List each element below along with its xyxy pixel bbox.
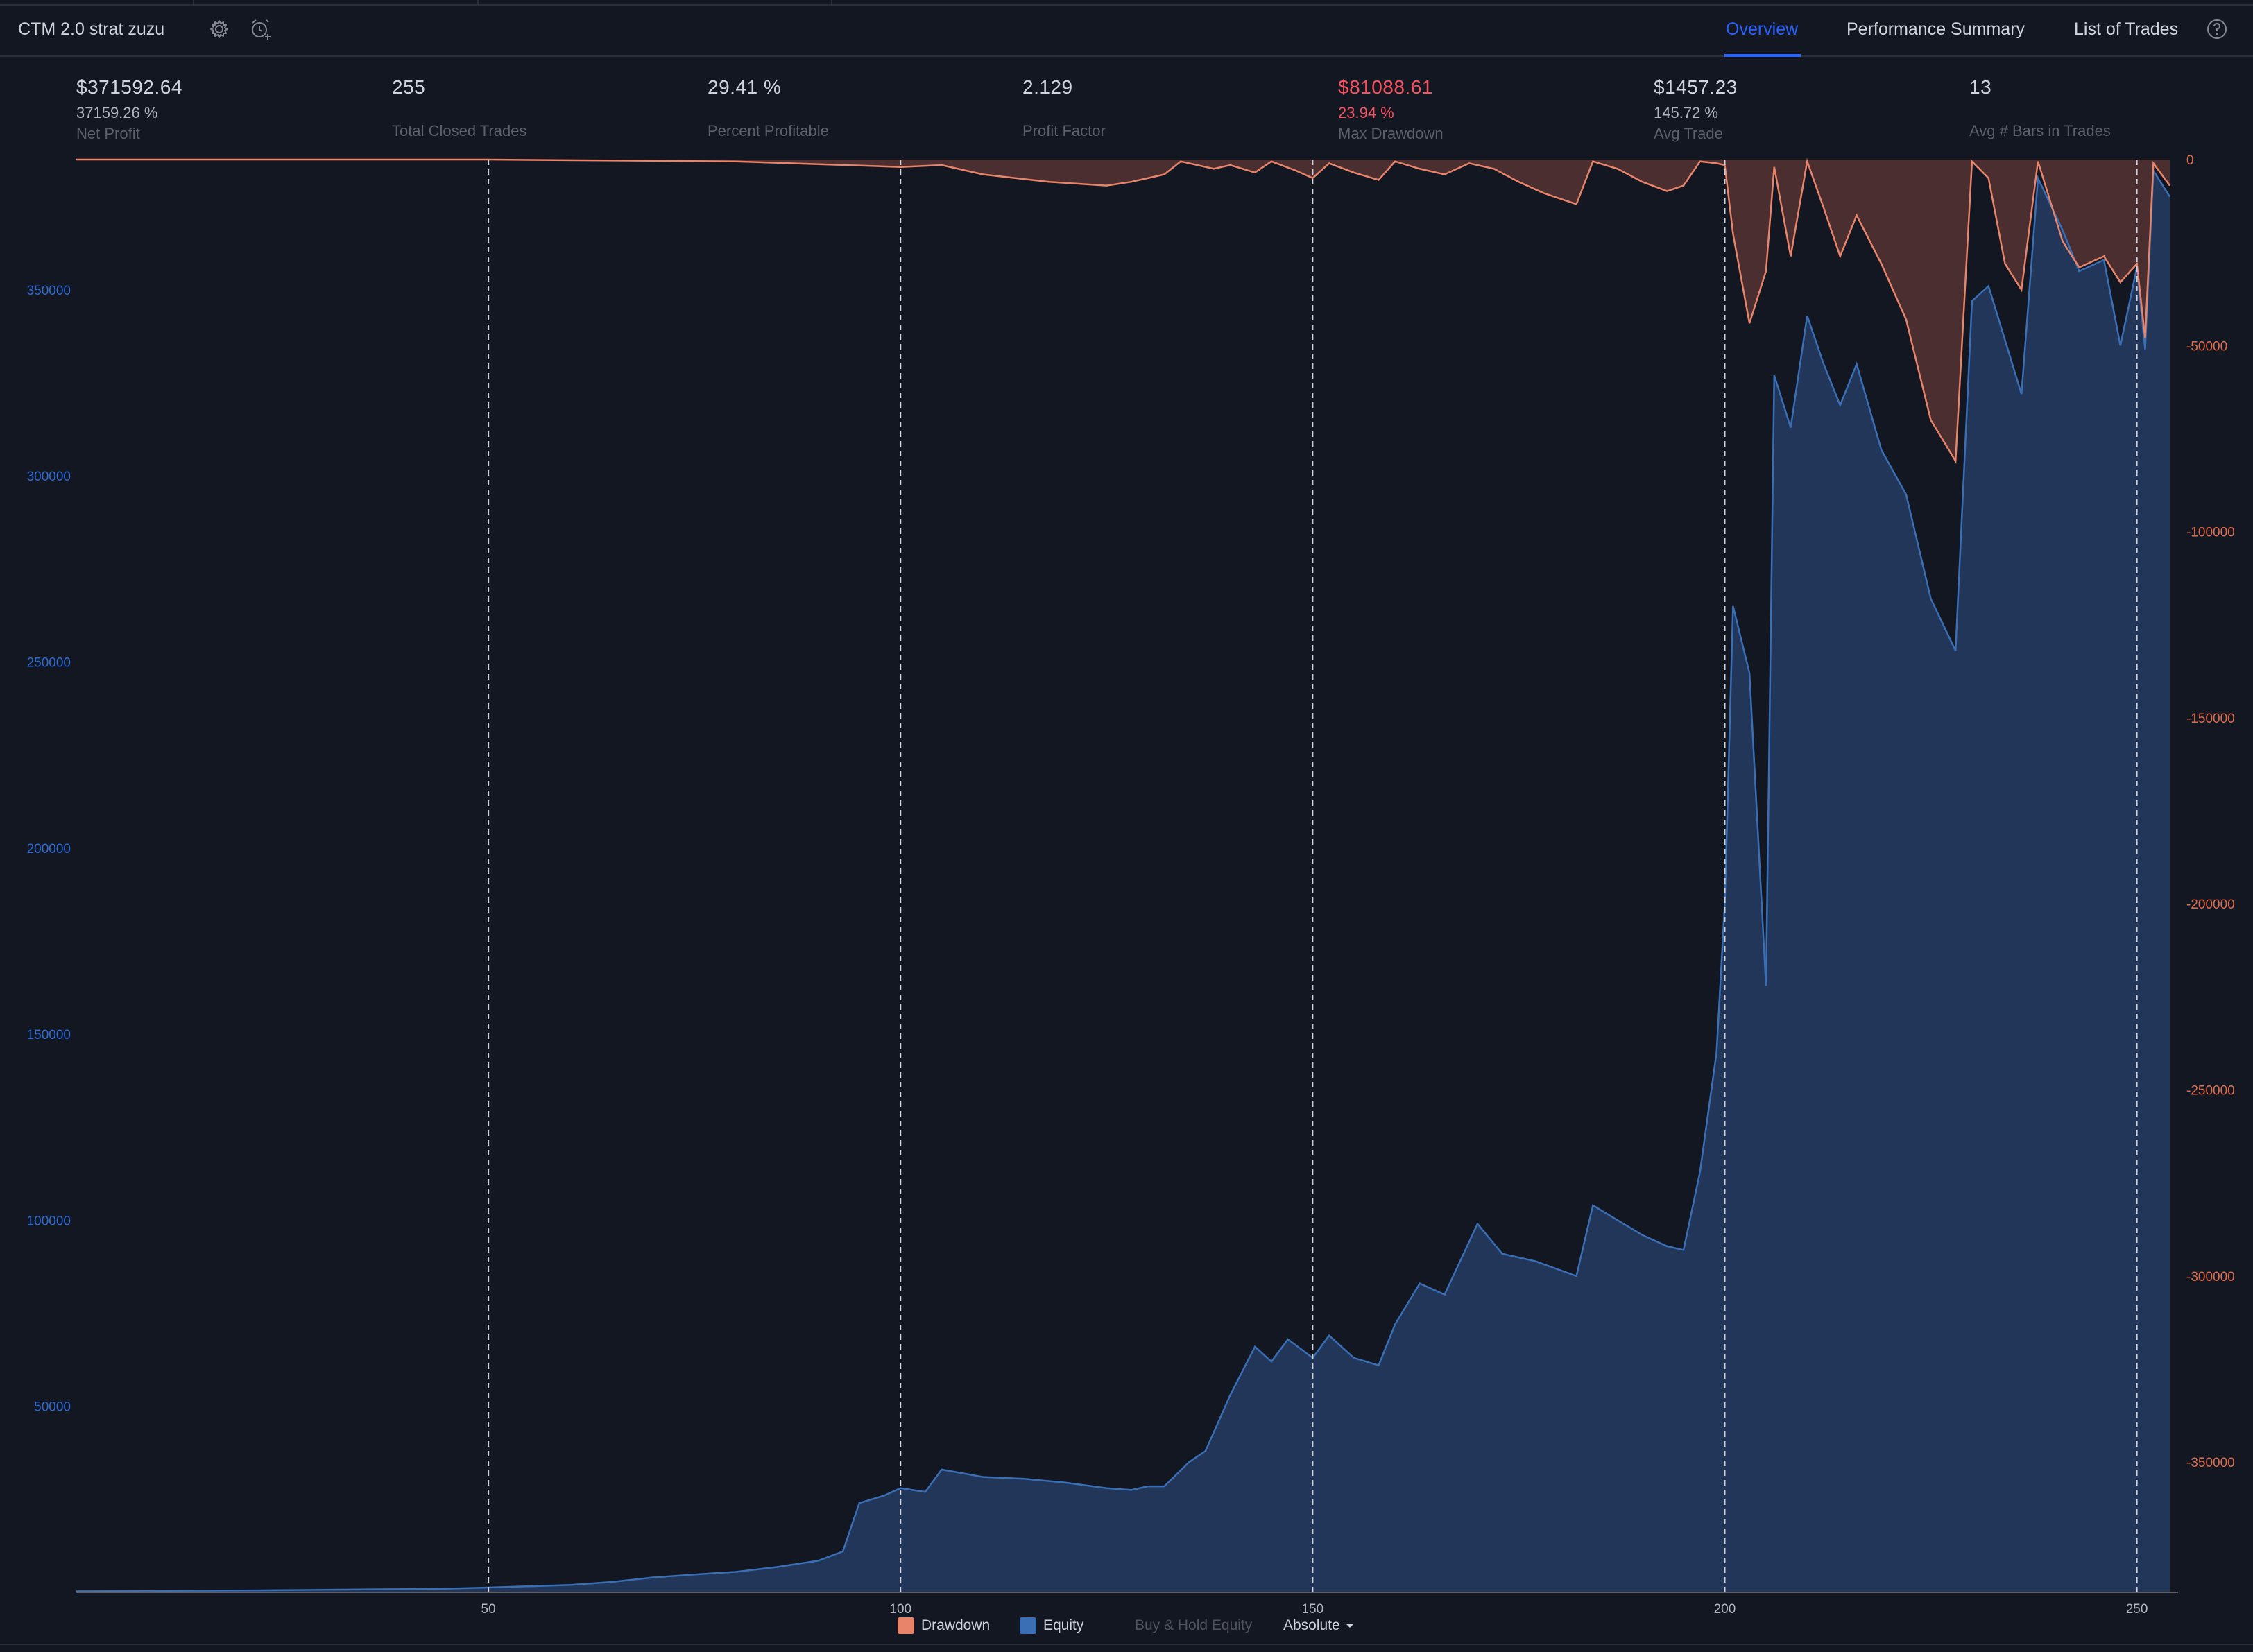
chart-legend: Drawdown Equity Buy & Hold Equity Absolu… (0, 1613, 2253, 1641)
left-axis-tick-label: 350000 (27, 284, 71, 298)
right-axis-tick-label: -100000 (2186, 526, 2235, 540)
legend-buy-hold-label: Buy & Hold Equity (1135, 1617, 1252, 1634)
left-axis-tick-label: 150000 (27, 1028, 71, 1042)
equity-area (76, 171, 2170, 1592)
left-axis-tick-label: 50000 (34, 1400, 71, 1415)
right-axis-tick-label: 0 (2186, 153, 2194, 168)
legend-drawdown-label: Drawdown (921, 1617, 990, 1634)
right-axis-tick-label: -250000 (2186, 1084, 2235, 1099)
legend-drawdown[interactable]: Drawdown (898, 1617, 990, 1634)
right-axis-tick-label: -50000 (2186, 339, 2227, 354)
left-axis-tick-label: 250000 (27, 655, 71, 670)
left-axis-tick-label: 200000 (27, 842, 71, 857)
equity-swatch (1020, 1617, 1036, 1634)
bottom-divider (0, 1644, 2253, 1645)
scale-mode-label: Absolute (1283, 1617, 1340, 1634)
equity-drawdown-chart[interactable]: 50 100 150 200 25050000100000150000200000250… (0, 0, 2253, 1616)
legend-equity[interactable]: Equity (1020, 1617, 1083, 1634)
right-axis-tick-label: -200000 (2186, 897, 2235, 912)
right-axis-tick-label: -300000 (2186, 1270, 2235, 1284)
right-axis-tick-label: -150000 (2186, 712, 2235, 726)
chevron-down-icon (1346, 1624, 1354, 1628)
scale-mode-dropdown[interactable]: Absolute (1283, 1617, 1354, 1634)
left-axis-tick-label: 300000 (27, 470, 71, 484)
legend-equity-label: Equity (1043, 1617, 1083, 1634)
legend-buy-hold-equity[interactable]: Buy & Hold Equity (1135, 1617, 1252, 1634)
drawdown-swatch (898, 1617, 914, 1634)
right-axis-tick-label: -350000 (2186, 1456, 2235, 1470)
left-axis-tick-label: 100000 (27, 1214, 71, 1228)
